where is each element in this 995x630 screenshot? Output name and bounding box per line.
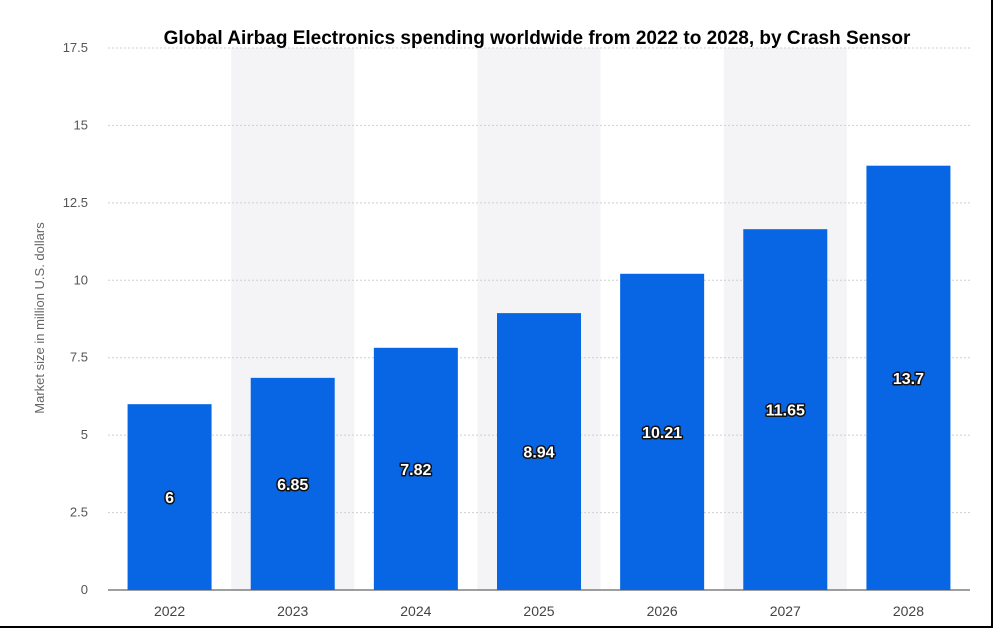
data-label: 10.21 <box>642 425 682 442</box>
x-tick-label: 2026 <box>647 603 678 619</box>
data-label: 6.85 <box>277 477 308 494</box>
bar-2028 <box>866 165 951 591</box>
x-tick-label: 2024 <box>400 603 431 619</box>
chart-title: Global Airbag Electronics spending world… <box>164 28 911 49</box>
bar-2025 <box>497 313 581 590</box>
bar-2024 <box>373 347 458 590</box>
bar-2022 <box>127 404 212 590</box>
y-tick-label: 17.5 <box>63 40 88 55</box>
data-labels: 6 6.85 7.82 8.94 10.21 11.65 13.7 <box>164 369 926 508</box>
data-label: 13.7 <box>893 371 924 388</box>
x-tick-label: 2023 <box>277 603 308 619</box>
x-tick-label: 2022 <box>154 603 185 619</box>
x-tick-label: 2025 <box>523 603 554 619</box>
bars <box>127 165 951 591</box>
y-axis-ticks: 0 2.5 5 7.5 10 12.5 15 17.5 <box>63 40 88 597</box>
bar-2023 <box>250 377 335 590</box>
y-tick-label: 10 <box>74 272 88 287</box>
y-tick-label: 0 <box>81 582 88 597</box>
bar-2026 <box>620 273 705 590</box>
y-tick-label: 2.5 <box>70 505 88 520</box>
y-tick-label: 5 <box>81 427 88 442</box>
x-tick-label: 2027 <box>770 603 801 619</box>
y-tick-label: 12.5 <box>63 195 88 210</box>
y-tick-label: 7.5 <box>70 350 88 365</box>
bar-2027 <box>743 229 828 590</box>
data-label: 6 <box>165 490 174 507</box>
x-tick-label: 2028 <box>893 603 924 619</box>
y-tick-label: 15 <box>74 117 88 132</box>
x-axis-ticks: 2022 2023 2024 2025 2026 2027 2028 <box>154 603 924 619</box>
y-axis-label: Market size in million U.S. dollars <box>32 222 47 414</box>
data-label: 11.65 <box>766 403 805 420</box>
data-label: 8.94 <box>523 445 554 462</box>
data-label: 7.82 <box>400 462 431 479</box>
